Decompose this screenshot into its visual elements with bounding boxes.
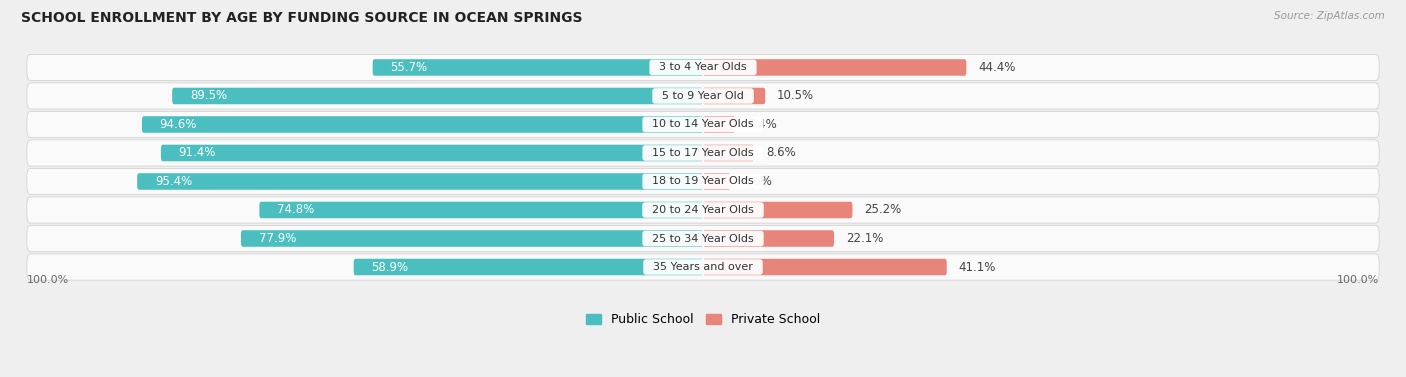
FancyBboxPatch shape: [27, 83, 1379, 109]
FancyBboxPatch shape: [27, 197, 1379, 223]
Text: 3 to 4 Year Olds: 3 to 4 Year Olds: [652, 63, 754, 72]
FancyBboxPatch shape: [27, 54, 1379, 81]
Text: 25 to 34 Year Olds: 25 to 34 Year Olds: [645, 233, 761, 244]
FancyBboxPatch shape: [172, 88, 703, 104]
Text: 25.2%: 25.2%: [865, 204, 901, 216]
Text: SCHOOL ENROLLMENT BY AGE BY FUNDING SOURCE IN OCEAN SPRINGS: SCHOOL ENROLLMENT BY AGE BY FUNDING SOUR…: [21, 11, 582, 25]
FancyBboxPatch shape: [259, 202, 703, 218]
FancyBboxPatch shape: [703, 59, 966, 76]
Text: 100.0%: 100.0%: [27, 275, 69, 285]
Text: 15 to 17 Year Olds: 15 to 17 Year Olds: [645, 148, 761, 158]
FancyBboxPatch shape: [138, 173, 703, 190]
Text: 89.5%: 89.5%: [190, 89, 228, 103]
FancyBboxPatch shape: [27, 169, 1379, 195]
FancyBboxPatch shape: [703, 259, 946, 275]
Text: 4.6%: 4.6%: [742, 175, 772, 188]
Text: 10.5%: 10.5%: [778, 89, 814, 103]
FancyBboxPatch shape: [703, 202, 852, 218]
Text: 35 Years and over: 35 Years and over: [647, 262, 759, 272]
Legend: Public School, Private School: Public School, Private School: [581, 308, 825, 331]
Text: 5 to 9 Year Old: 5 to 9 Year Old: [655, 91, 751, 101]
FancyBboxPatch shape: [27, 140, 1379, 166]
Text: Source: ZipAtlas.com: Source: ZipAtlas.com: [1274, 11, 1385, 21]
FancyBboxPatch shape: [27, 111, 1379, 138]
Text: 94.6%: 94.6%: [160, 118, 197, 131]
Text: 22.1%: 22.1%: [846, 232, 883, 245]
FancyBboxPatch shape: [703, 116, 735, 133]
Text: 20 to 24 Year Olds: 20 to 24 Year Olds: [645, 205, 761, 215]
FancyBboxPatch shape: [142, 116, 703, 133]
Text: 5.4%: 5.4%: [747, 118, 776, 131]
Text: 8.6%: 8.6%: [766, 147, 796, 159]
FancyBboxPatch shape: [27, 254, 1379, 280]
Text: 74.8%: 74.8%: [277, 204, 315, 216]
Text: 91.4%: 91.4%: [179, 147, 217, 159]
FancyBboxPatch shape: [373, 59, 703, 76]
Text: 10 to 14 Year Olds: 10 to 14 Year Olds: [645, 120, 761, 129]
FancyBboxPatch shape: [240, 230, 703, 247]
FancyBboxPatch shape: [160, 145, 703, 161]
FancyBboxPatch shape: [703, 173, 730, 190]
Text: 18 to 19 Year Olds: 18 to 19 Year Olds: [645, 176, 761, 187]
Text: 44.4%: 44.4%: [979, 61, 1015, 74]
Text: 77.9%: 77.9%: [259, 232, 297, 245]
FancyBboxPatch shape: [703, 230, 834, 247]
FancyBboxPatch shape: [27, 225, 1379, 251]
Text: 100.0%: 100.0%: [1337, 275, 1379, 285]
Text: 55.7%: 55.7%: [391, 61, 427, 74]
FancyBboxPatch shape: [703, 145, 754, 161]
Text: 41.1%: 41.1%: [959, 261, 995, 273]
Text: 95.4%: 95.4%: [155, 175, 193, 188]
FancyBboxPatch shape: [354, 259, 703, 275]
Text: 58.9%: 58.9%: [371, 261, 409, 273]
FancyBboxPatch shape: [703, 88, 765, 104]
